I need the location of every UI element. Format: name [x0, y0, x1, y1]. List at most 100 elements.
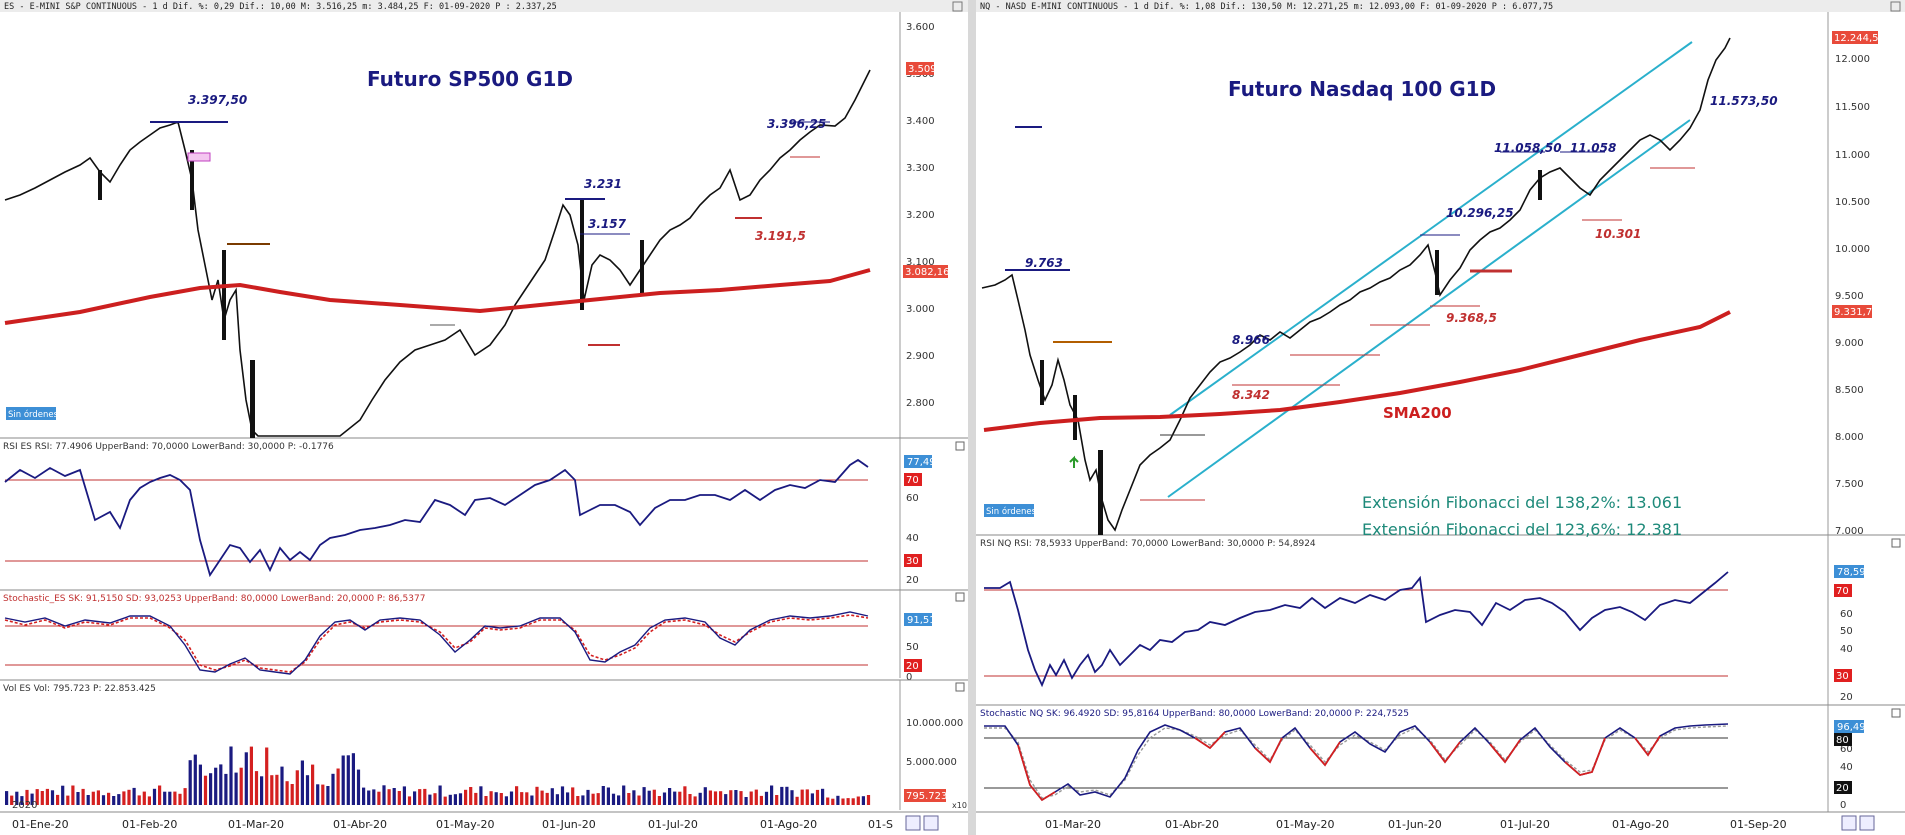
volume-bar	[545, 792, 549, 805]
right-axis-label: 12.000	[1835, 54, 1870, 65]
volume-bar	[193, 754, 197, 805]
volume-bar	[775, 795, 779, 805]
right-stoch-axis-label: 0	[1840, 800, 1846, 811]
volume-bar	[112, 796, 116, 805]
volume-bar	[754, 789, 758, 805]
right-axis-label: 9.000	[1835, 338, 1864, 349]
annotation-label: 3.396,25	[767, 117, 826, 131]
annotation-label: 11.058,50	[1494, 141, 1562, 155]
volume-bar	[525, 792, 529, 805]
volume-bar	[780, 786, 784, 805]
volume-bar	[836, 795, 840, 805]
volume-bar	[158, 785, 162, 805]
volume-bar	[372, 789, 376, 805]
volume-bar	[178, 793, 182, 805]
window-divider[interactable]	[968, 0, 976, 835]
volume-bar	[188, 760, 192, 805]
left-window-button[interactable]	[952, 1, 963, 12]
right-axis-label: 9.500	[1835, 291, 1864, 302]
channel-lower-line	[1167, 119, 1691, 498]
volume-bar	[260, 776, 264, 805]
left-axis-label: 3.400	[906, 116, 935, 127]
volume-bar	[821, 788, 825, 805]
date-label: 01-Jul-20	[648, 818, 698, 831]
date-label: 01-Jun-20	[542, 818, 596, 831]
right-price-series	[981, 37, 1731, 532]
right-axis-label: 8.500	[1835, 385, 1864, 396]
right-stoch-lower-tag	[1834, 781, 1852, 794]
volume-bar	[484, 796, 488, 805]
volume-bar	[520, 792, 524, 805]
volume-bar	[387, 789, 391, 805]
right-zoom-button[interactable]	[1841, 815, 1857, 831]
volume-bar	[224, 773, 228, 805]
left-rsi-upper-text: 70	[906, 475, 919, 486]
left-volume-tag-text: 795.723	[906, 791, 947, 802]
volume-bar	[270, 775, 274, 805]
right-axis-label: 11.500	[1835, 102, 1870, 113]
left-stoch-close-button[interactable]	[955, 592, 965, 602]
right-rsi-axis: 60 50 40 20	[1840, 609, 1853, 703]
left-rsi-axis-label: 20	[906, 575, 919, 586]
right-rsi-close-button[interactable]	[1891, 538, 1901, 548]
volume-bar	[311, 764, 315, 805]
left-volume-bars	[5, 746, 871, 805]
date-label: 01-May-20	[436, 818, 494, 831]
volume-bar	[244, 752, 248, 805]
right-chart-window: NQ - NASD E-MINI CONTINUOUS - 1 d Dif. %…	[976, 0, 1905, 835]
volume-bar	[448, 794, 452, 805]
volume-bar	[127, 789, 131, 805]
volume-bar	[596, 793, 600, 805]
volume-bar	[458, 793, 463, 805]
volume-bar	[265, 747, 269, 805]
sma200-label: SMA200	[1383, 404, 1452, 422]
left-rsi-panel: RSI ES RSI: 77.4906 UpperBand: 70,0000 L…	[0, 438, 968, 591]
right-scroll-button[interactable]	[1859, 815, 1875, 831]
left-orders-badge[interactable]	[6, 407, 56, 420]
volume-bar	[280, 766, 284, 805]
right-stoch-value-tag	[1834, 720, 1864, 733]
left-stoch-lower-tag	[904, 659, 922, 672]
left-zoom-button[interactable]	[905, 815, 921, 831]
annotation-label: 3.191,5	[755, 229, 806, 243]
right-stoch-axis: 60 40 0	[1840, 744, 1853, 811]
volume-bar	[367, 790, 371, 805]
right-chart-title: Futuro Nasdaq 100 G1D	[1228, 77, 1496, 101]
left-date-axis: 01-Ene-20 01-Feb-20 01-Mar-20 01-Abr-20 …	[0, 811, 968, 831]
volume-bar	[617, 795, 621, 805]
right-rsi-axis-label: 60	[1840, 609, 1853, 620]
volume-bar	[683, 786, 687, 805]
volume-bar	[397, 791, 401, 805]
volume-bar	[535, 786, 539, 805]
annotation-label: 10.296,25	[1446, 206, 1514, 220]
volume-bar	[662, 792, 667, 805]
right-orders-badge[interactable]	[984, 504, 1034, 517]
volume-bar	[203, 775, 208, 805]
volume-bar	[407, 796, 412, 805]
volume-bar	[744, 797, 748, 805]
left-volume-close-button[interactable]	[955, 682, 965, 692]
right-sma200	[983, 310, 1731, 432]
volume-bar	[785, 786, 789, 805]
volume-bar	[724, 794, 728, 805]
volume-bar	[50, 790, 55, 805]
right-stoch-close-button[interactable]	[1891, 708, 1901, 718]
volume-bar	[35, 789, 39, 805]
volume-bar	[331, 773, 335, 805]
left-scroll-button[interactable]	[923, 815, 939, 831]
volume-bar	[438, 785, 442, 805]
volume-bar	[790, 790, 794, 805]
volume-bar	[611, 793, 616, 805]
buy-arrow-icon	[1069, 455, 1079, 468]
volume-bar	[107, 792, 111, 805]
right-orders-badge-text: Sin órdenes	[986, 506, 1037, 517]
right-rsi-series	[984, 571, 1729, 688]
left-rsi-close-button[interactable]	[955, 441, 965, 451]
fibonacci-label-2: Extensión Fibonacci del 123,6%: 12.381	[1362, 520, 1682, 539]
volume-bar	[759, 795, 763, 805]
right-last-price-tag	[1832, 31, 1878, 44]
volume-bar	[173, 791, 177, 805]
right-window-button[interactable]	[1890, 1, 1901, 12]
left-rsi-lower-tag	[904, 554, 922, 567]
left-stoch-lower-text: 20	[906, 661, 919, 672]
